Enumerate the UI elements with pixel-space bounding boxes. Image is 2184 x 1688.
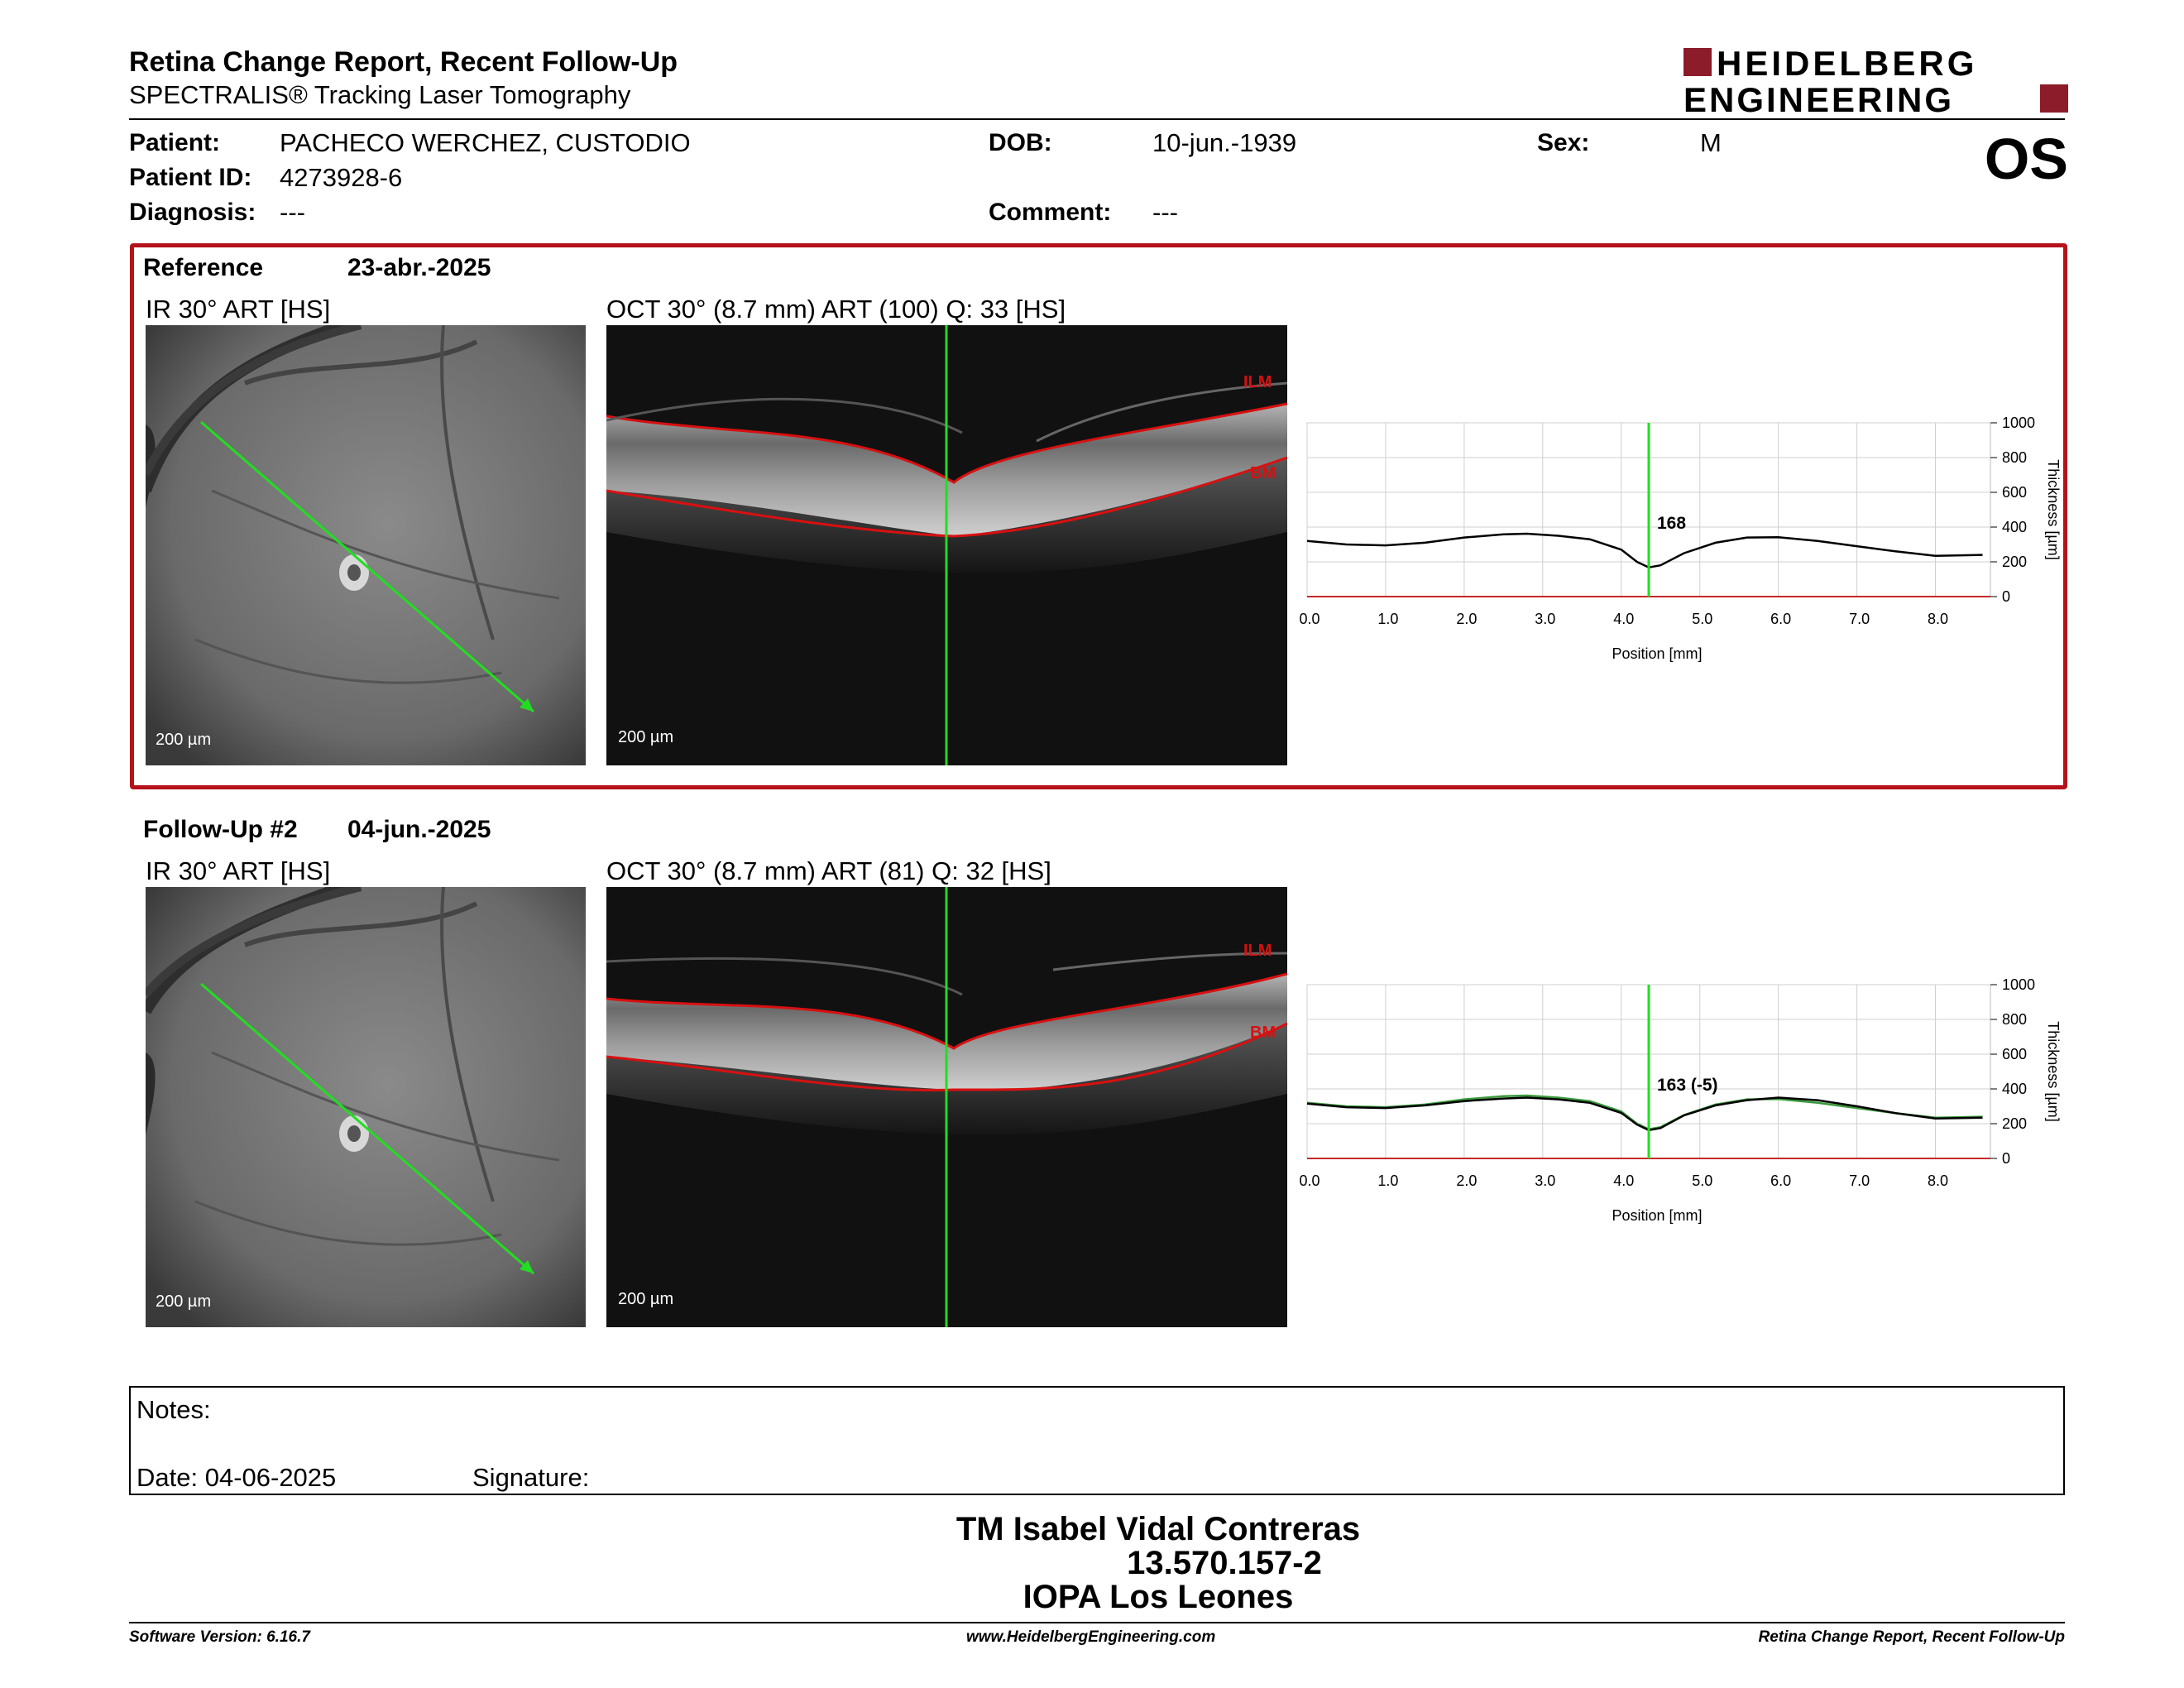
footer-rule [129,1622,2065,1623]
y-axis-label: Thickness [µm] [2045,1021,2062,1121]
dob-value: 10-jun.-1939 [1152,128,1297,157]
x-axis-label: Position [mm] [1612,645,1702,662]
footer-website[interactable]: www.HeidelbergEngineering.com [966,1628,1216,1646]
y-tick-label: 200 [2002,554,2027,570]
followup-oct-drawing: ILM BM [606,887,1287,1327]
sex-value: M [1700,128,1722,157]
x-tick-label: 6.0 [1770,611,1791,627]
notes-box[interactable]: Notes: Date: 04-06-2025 Signature: [129,1386,2065,1495]
reference-ir-title: IR 30° ART [HS] [146,295,331,324]
x-tick-label: 8.0 [1928,611,1948,627]
reference-fundus-drawing [146,325,586,765]
x-axis-label: Position [mm] [1612,1207,1702,1224]
heidelberg-logo: HEIDELBERG ENGINEERING [1684,46,2068,116]
followup-oct-title: OCT 30° (8.7 mm) ART (81) Q: 32 [HS] [606,856,1051,885]
x-tick-label: 3.0 [1535,611,1555,627]
y-tick-label: 0 [2002,588,2010,605]
y-tick-label: 800 [2002,1011,2027,1028]
y-tick-label: 800 [2002,449,2027,466]
signer-id: 13.570.157-2 [1127,1545,1322,1581]
x-tick-label: 7.0 [1849,611,1870,627]
header-rule [129,118,2065,120]
y-tick-label: 1000 [2002,976,2035,993]
thickness-series-line [1306,532,1983,568]
dob-label: DOB: [989,129,1052,156]
x-tick-label: 2.0 [1456,611,1477,627]
followup-ilm-label: ILM [1243,942,1272,960]
x-tick-label: 3.0 [1535,1172,1555,1189]
report-title: Retina Change Report, Recent Follow-Up [129,46,678,78]
followup-fundus-drawing [146,887,586,1327]
comment-label: Comment: [989,199,1112,226]
followup-oct-scale: 200 µm [618,1290,674,1308]
x-tick-label: 4.0 [1613,1172,1634,1189]
patient-label: Patient: [129,129,221,156]
reference-thickness-chart: 0.0 1.0 2.0 3.0 4.0 5.0 6.0 7.0 8.0 0 200 400 600 800… [1299,415,2062,662]
patient-name: PACHECO WERCHEZ, CUSTODIO [280,128,691,157]
signer-name: TM Isabel Vidal Contreras [956,1511,1361,1547]
signature-label: Signature: [472,1463,590,1492]
x-tick-label: 1.0 [1377,1172,1398,1189]
followup-date: 04-jun.-2025 [347,816,491,843]
y-tick-label: 600 [2002,1046,2027,1062]
followup-ir-scale: 200 µm [156,1292,212,1311]
x-tick-label: 4.0 [1613,611,1634,627]
y-tick-label: 600 [2002,484,2027,501]
marker-value-label: 168 [1657,514,1686,533]
comment-value: --- [1152,198,1178,227]
reference-oct-scale: 200 µm [618,728,674,746]
followup-oct-image[interactable]: ILM BM 200 µm [606,887,1287,1327]
x-tick-label: 6.0 [1770,1172,1791,1189]
followup-bm-label: BM [1250,1024,1276,1042]
report-subtitle: SPECTRALIS® Tracking Laser Tomography [129,80,631,109]
reference-ir-image[interactable]: 200 µm [146,325,586,765]
brand-line2: ENGINEERING [1684,80,1954,116]
x-tick-label: 1.0 [1377,611,1398,627]
followup-ir-image[interactable]: 200 µm [146,887,586,1327]
followup-thickness-chart: 0.0 1.0 2.0 3.0 4.0 5.0 6.0 7.0 8.0 0 200 400 600 800… [1299,976,2062,1224]
eye-indicator: OS [1984,127,2068,191]
notes-label: Notes: [136,1395,211,1424]
footer-software: Software Version: 6.16.7 [129,1628,310,1646]
reference-section-frame [130,243,2067,789]
reference-oct-image[interactable]: ILM BM 200 µm [606,325,1287,765]
reference-label: Reference [143,254,264,281]
x-tick-label: 5.0 [1692,611,1712,627]
followup-label: Follow-Up #2 [143,816,298,843]
y-tick-label: 0 [2002,1150,2010,1167]
reference-bm-label: BM [1250,464,1276,482]
x-tick-label: 8.0 [1928,1172,1948,1189]
y-axis-label: Thickness [µm] [2045,459,2062,559]
reference-oct-drawing: ILM BM [606,325,1287,765]
followup-ir-title: IR 30° ART [HS] [146,856,331,885]
x-tick-label: 2.0 [1456,1172,1477,1189]
x-tick-label: 0.0 [1299,611,1320,627]
footer-report: Retina Change Report, Recent Follow-Up [1758,1628,2065,1646]
brand-line1: HEIDELBERG [1717,46,1977,83]
diagnosis-label: Diagnosis: [129,199,256,226]
marker-value-label: 163 (-5) [1657,1076,1718,1095]
reference-ir-scale: 200 µm [156,731,212,749]
thickness-series-line [1306,1096,1983,1132]
reference-date: 23-abr.-2025 [347,254,491,281]
sex-label: Sex: [1537,129,1590,156]
y-tick-label: 1000 [2002,415,2035,431]
diagnosis-value: --- [280,198,305,227]
reference-ilm-label: ILM [1243,373,1272,391]
x-tick-label: 0.0 [1299,1172,1320,1189]
patient-id-label: Patient ID: [129,164,252,191]
signer-org: IOPA Los Leones [1023,1579,1294,1615]
notes-date: Date: 04-06-2025 [136,1463,337,1492]
patient-id: 4273928-6 [280,163,403,192]
y-tick-label: 400 [2002,1081,2027,1097]
reference-oct-title: OCT 30° (8.7 mm) ART (100) Q: 33 [HS] [606,295,1066,324]
x-tick-label: 5.0 [1692,1172,1712,1189]
y-tick-label: 400 [2002,519,2027,535]
y-tick-label: 200 [2002,1115,2027,1132]
x-tick-label: 7.0 [1849,1172,1870,1189]
